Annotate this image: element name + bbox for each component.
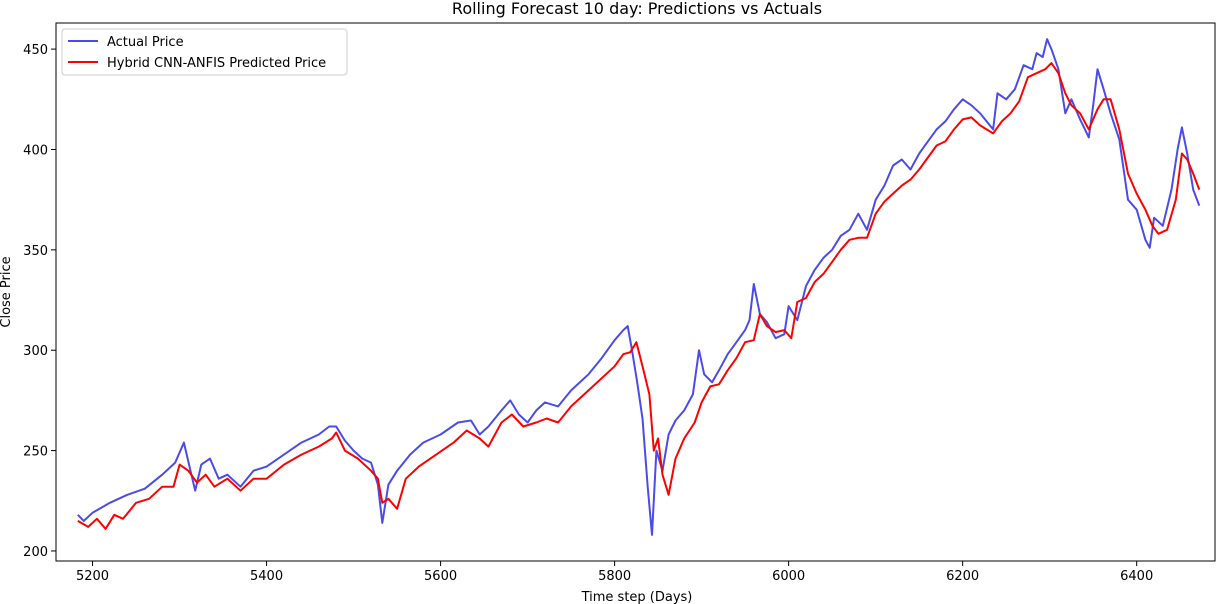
x-tick-label: 5400 — [250, 569, 283, 584]
x-axis: 5200 5400 5600 5800 6000 6200 6400 — [76, 561, 1153, 584]
actual-price-line — [77, 38, 1201, 536]
legend-box — [61, 28, 348, 76]
y-tick-label: 350 — [23, 244, 48, 259]
x-tick-label: 6400 — [1120, 569, 1153, 584]
x-tick-label: 6200 — [946, 569, 979, 584]
x-axis-label: Time step (Days) — [581, 590, 693, 604]
y-axis-label: Close Price — [0, 256, 14, 327]
x-tick-label: 5800 — [598, 569, 631, 584]
legend: Actual Price Hybrid CNN-ANFIS Predicted … — [61, 28, 348, 76]
x-tick-label: 5200 — [76, 569, 109, 584]
y-tick-label: 300 — [23, 344, 48, 359]
predicted-price-line — [77, 62, 1201, 530]
y-tick-label: 200 — [23, 545, 48, 560]
plot-area — [55, 22, 1216, 562]
y-axis: 200 250 300 350 400 450 — [23, 43, 56, 560]
y-tick-label: 400 — [23, 143, 48, 158]
y-tick-label: 450 — [23, 43, 48, 58]
legend-label-actual: Actual Price — [107, 35, 184, 50]
chart-title: Rolling Forecast 10 day: Predictions vs … — [452, 0, 822, 18]
series-layer — [77, 38, 1201, 536]
y-tick-label: 250 — [23, 445, 48, 460]
x-tick-label: 6000 — [772, 569, 805, 584]
legend-label-predicted: Hybrid CNN-ANFIS Predicted Price — [107, 56, 326, 71]
x-tick-label: 5600 — [424, 569, 457, 584]
